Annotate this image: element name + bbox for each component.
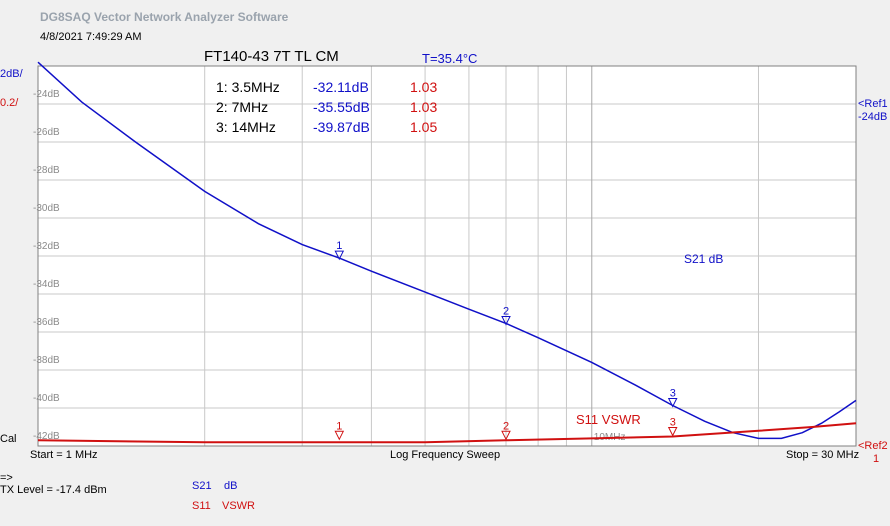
legend-s11-trace[interactable]: S11 bbox=[192, 500, 211, 512]
marker-table-vswr: 1.03 bbox=[410, 99, 437, 115]
s21-tick-label: -32dB bbox=[33, 241, 60, 252]
series-s11-name: S11 VSWR bbox=[576, 412, 641, 427]
marker-table-label: 1: 3.5MHz bbox=[216, 79, 280, 95]
marker-s21-number: 3 bbox=[670, 388, 676, 400]
series-s21-line bbox=[37, 61, 857, 440]
start-label: Start = 1 MHz bbox=[30, 449, 98, 461]
s21-tick-label: -26dB bbox=[33, 127, 60, 138]
marker-s21-number: 1 bbox=[336, 240, 342, 252]
plot-frame bbox=[37, 65, 857, 447]
ref2-label: <Ref2 bbox=[858, 440, 888, 452]
marker-table-label: 2: 7MHz bbox=[216, 99, 268, 115]
marker-s11-number: 2 bbox=[503, 420, 509, 432]
legend-s21-trace[interactable]: S21 bbox=[192, 480, 212, 492]
ref2-value: 1 bbox=[873, 453, 879, 465]
s21-tick-label: -30dB bbox=[33, 203, 60, 214]
marker-table-s21: -35.55dB bbox=[313, 99, 370, 115]
measurement-datetime: 4/8/2021 7:49:29 AM bbox=[40, 31, 142, 43]
marker-s11-triangle bbox=[667, 427, 678, 437]
stop-label: Stop = 30 MHz bbox=[786, 449, 859, 461]
marker-table-label: 3: 14MHz bbox=[216, 119, 276, 135]
s21-tick-label: -40dB bbox=[33, 393, 60, 404]
marker-s11-number: 3 bbox=[670, 417, 676, 429]
chart-title: FT140-43 7T TL CM bbox=[204, 48, 339, 65]
marker-s21-number: 2 bbox=[503, 305, 509, 317]
marker-s11-number: 1 bbox=[336, 420, 342, 432]
ref1-value: -24dB bbox=[858, 111, 887, 123]
app-title: DG8SAQ Vector Network Analyzer Software bbox=[40, 10, 289, 24]
ref1-label: <Ref1 bbox=[858, 98, 888, 110]
s21-tick-label: -36dB bbox=[33, 317, 60, 328]
tx-level: TX Level = -17.4 dBm bbox=[0, 484, 107, 496]
temperature: T=35.4°C bbox=[422, 51, 477, 66]
cal-label: Cal bbox=[0, 433, 17, 445]
marker-table-vswr: 1.03 bbox=[410, 79, 437, 95]
marker-s21-triangle bbox=[334, 250, 345, 261]
marker-table-vswr: 1.05 bbox=[410, 119, 437, 135]
marker-s11-triangle bbox=[334, 430, 345, 441]
vswr-scale-label: 0.2/ bbox=[0, 97, 19, 109]
sweep-label: Log Frequency Sweep bbox=[390, 449, 500, 461]
s21-tick-label: -42dB bbox=[33, 431, 60, 442]
series-s11-line bbox=[37, 422, 857, 444]
footer-arrow: => bbox=[0, 472, 13, 484]
legend-s21-unit[interactable]: dB bbox=[224, 480, 238, 492]
legend-s11-unit[interactable]: VSWR bbox=[222, 500, 255, 512]
marker-table-s21: -32.11dB bbox=[313, 79, 369, 95]
s21-scale-label: 2dB/ bbox=[0, 68, 24, 80]
marker-s11-triangle bbox=[501, 430, 511, 441]
marker-s21-triangle bbox=[667, 398, 678, 408]
s21-tick-label: -34dB bbox=[33, 279, 60, 290]
s21-tick-label: -28dB bbox=[33, 165, 60, 176]
s21-tick-label: -38dB bbox=[33, 355, 60, 366]
marker-table-s21: -39.87dB bbox=[313, 119, 370, 135]
series-s21-name: S21 dB bbox=[684, 252, 723, 266]
s21-tick-label: -24dB bbox=[33, 89, 60, 100]
marker-s21-triangle bbox=[501, 315, 511, 326]
